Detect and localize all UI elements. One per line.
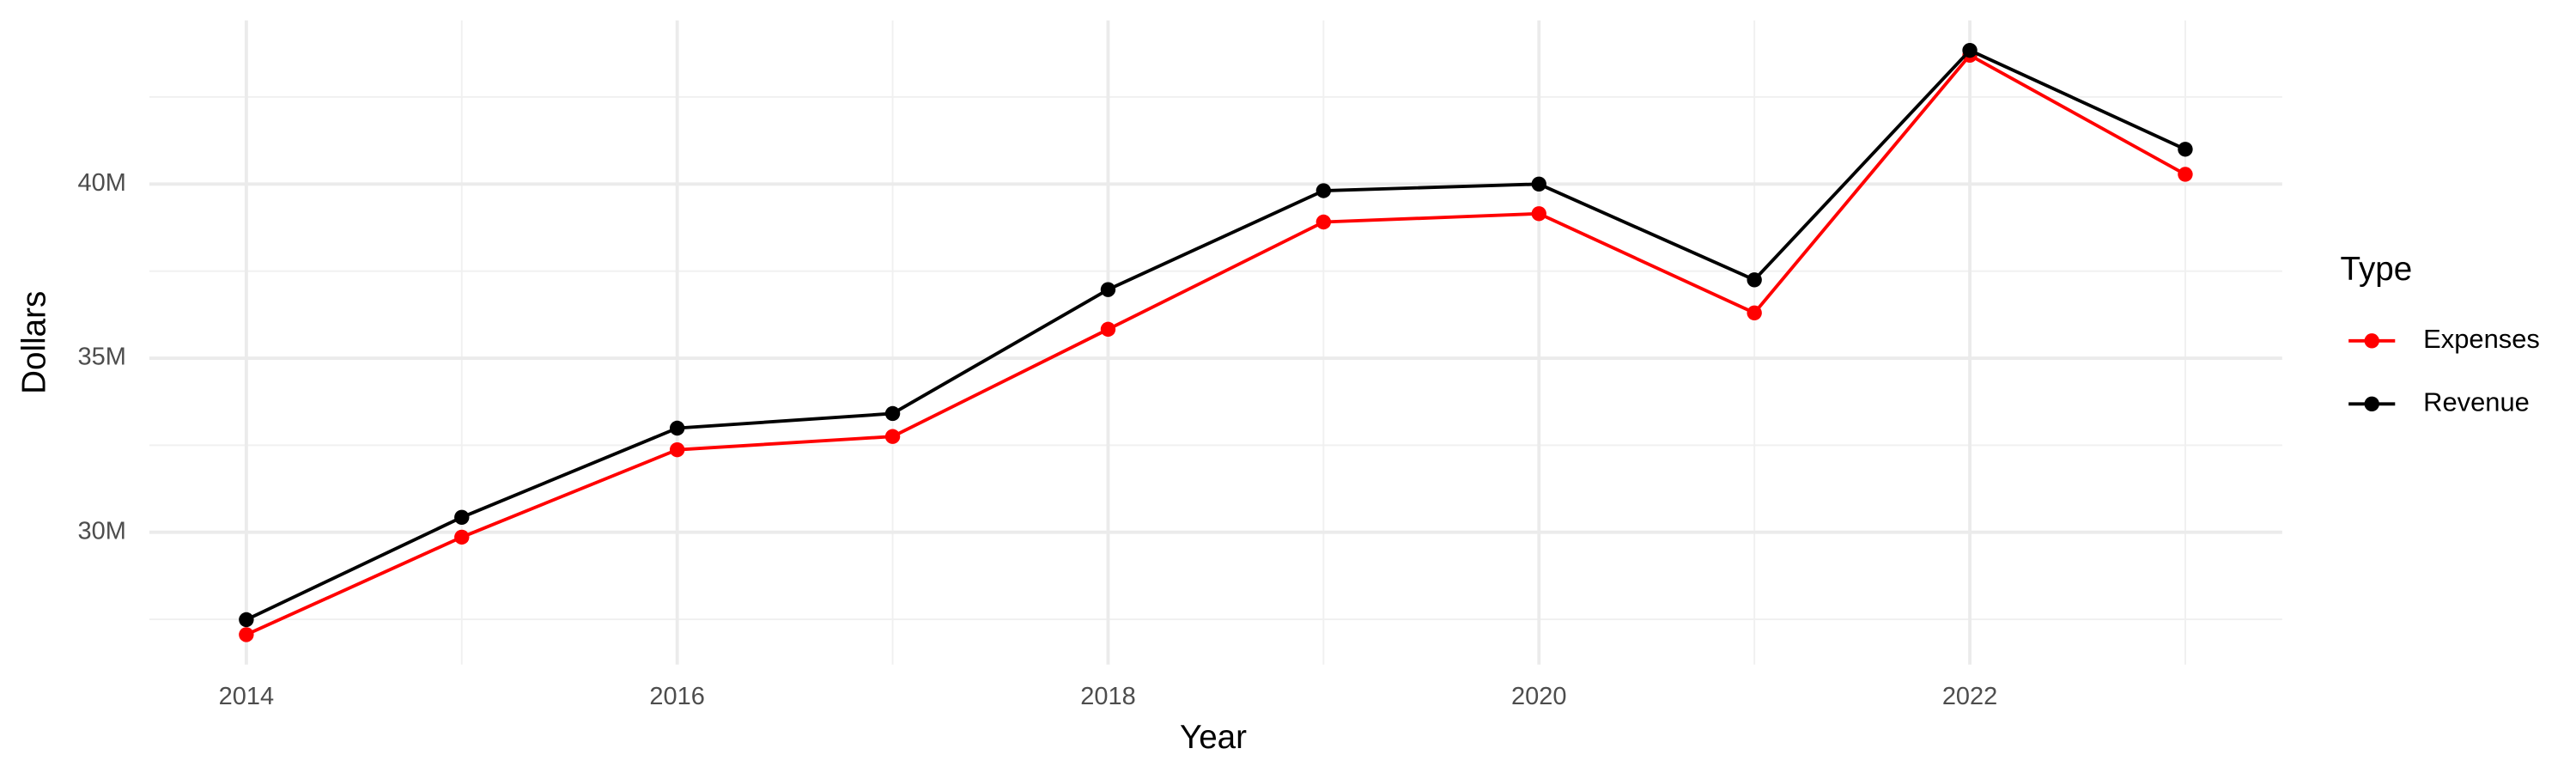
x-tick-label: 2022	[1942, 683, 1997, 710]
x-tick-label: 2016	[649, 683, 704, 710]
point	[1100, 282, 1116, 297]
legend-key-point	[2364, 333, 2379, 349]
x-axis-title: Year	[1180, 719, 1247, 756]
point	[1747, 272, 1762, 288]
legend-label: Expenses	[2423, 324, 2540, 354]
point	[1531, 206, 1546, 222]
point	[454, 509, 470, 525]
x-tick-label: 2018	[1080, 683, 1135, 710]
legend-label: Revenue	[2423, 386, 2530, 417]
point	[884, 429, 901, 444]
point	[239, 627, 254, 642]
point	[1962, 42, 1978, 58]
point	[669, 441, 685, 458]
x-tick-label: 2014	[219, 683, 274, 710]
y-tick-label: 30M	[78, 517, 126, 545]
legend-title: Type	[2341, 251, 2413, 288]
point	[454, 529, 470, 545]
point	[884, 405, 901, 422]
y-tick-label: 40M	[78, 169, 126, 197]
x-tick-label: 2020	[1511, 683, 1566, 710]
y-tick-label: 35M	[78, 344, 126, 371]
point	[1531, 176, 1546, 192]
y-axis-title: Dollars	[16, 291, 53, 394]
point	[2178, 167, 2193, 182]
point	[1747, 305, 1762, 321]
point	[239, 612, 254, 628]
point	[1315, 214, 1332, 230]
series-line	[246, 48, 2186, 622]
point	[1315, 183, 1332, 198]
legend-key-point	[2364, 396, 2379, 411]
point	[2178, 142, 2193, 157]
point	[669, 420, 685, 436]
point	[1100, 321, 1116, 338]
series-line	[246, 52, 2186, 636]
